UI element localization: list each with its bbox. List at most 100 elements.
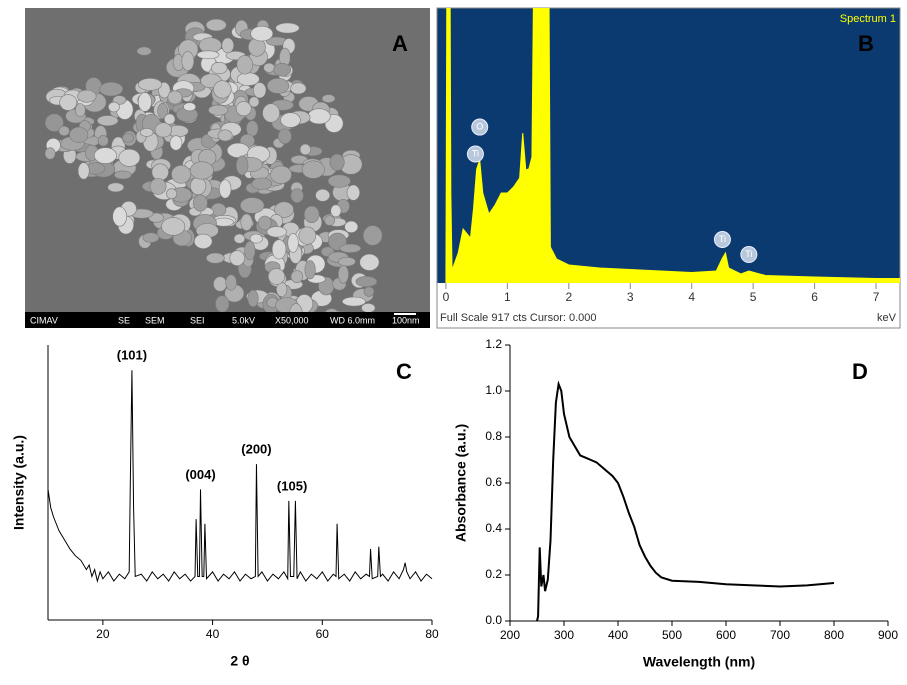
particle (236, 55, 254, 75)
particle (307, 108, 331, 125)
particle (196, 50, 220, 60)
particle (193, 233, 213, 249)
x-tick-label: 3 (627, 290, 634, 304)
info-text: WD 6.0mm (330, 315, 375, 325)
particle (99, 81, 124, 97)
info-text: SEI (190, 315, 205, 325)
peak-label: (004) (185, 467, 215, 482)
data-line (536, 380, 835, 622)
info-bar (25, 312, 430, 328)
peak-label: Ti (472, 148, 479, 158)
info-text: 5.0kV (232, 315, 255, 325)
x-axis-label: 2 θ (230, 653, 249, 669)
particle (290, 82, 307, 95)
peak-label: (105) (277, 478, 307, 493)
particle (280, 112, 301, 128)
particle (167, 90, 183, 105)
peak-label: (200) (241, 442, 271, 457)
peak-label: Ti (745, 249, 752, 259)
particle (249, 233, 263, 244)
y-tick-label: 0.6 (485, 475, 502, 489)
particle (271, 239, 287, 260)
particle (341, 296, 366, 307)
x-tick-label: 600 (716, 628, 736, 642)
sem-particles (44, 18, 383, 312)
x-tick-label: 6 (811, 290, 818, 304)
x-axis-label: keV (877, 312, 897, 324)
particle (355, 276, 378, 288)
particle (142, 232, 160, 243)
particle (136, 46, 152, 56)
panel-label: C (396, 359, 412, 384)
x-tick-label: 200 (500, 628, 520, 642)
x-tick-label: 60 (316, 627, 330, 641)
x-tick-label: 1 (504, 290, 511, 304)
particle (217, 129, 233, 142)
particle (112, 206, 127, 227)
particle (274, 201, 294, 218)
particle (74, 103, 86, 118)
panel-label: B (858, 31, 874, 56)
particle (205, 18, 227, 32)
y-axis-label: Intensity (a.u.) (11, 435, 27, 530)
info-text: X50,000 (275, 315, 309, 325)
particle (171, 164, 192, 184)
particle (246, 120, 259, 137)
particle (244, 240, 256, 261)
particle (149, 178, 167, 195)
particle (193, 194, 208, 212)
particle (208, 104, 229, 116)
x-tick-label: 800 (824, 628, 844, 642)
x-tick-label: 80 (425, 627, 439, 641)
x-tick-label: 0 (443, 290, 450, 304)
particle (190, 177, 207, 196)
particle (337, 256, 356, 267)
particle (258, 215, 272, 231)
particle (235, 155, 249, 176)
particle (218, 179, 232, 199)
y-axis-label: Absorbance (a.u.) (453, 424, 469, 542)
spectrum-area (445, 8, 900, 283)
particle (339, 243, 362, 253)
particle (205, 252, 225, 264)
particle (247, 289, 259, 308)
particle (215, 295, 230, 312)
peak-label: (101) (117, 348, 147, 363)
sem-panel: A (25, 8, 430, 328)
particle (189, 161, 214, 180)
peak-marker (466, 145, 484, 163)
info-text: CIMAV (30, 315, 58, 325)
particle (250, 25, 274, 42)
particle (262, 103, 280, 123)
x-tick-label: 2 (565, 290, 572, 304)
particle (277, 128, 292, 144)
panel-label: A (392, 31, 408, 56)
particle (270, 165, 292, 184)
y-tick-label: 0.0 (485, 613, 502, 627)
particle (299, 143, 311, 156)
x-axis-label: Wavelength (nm) (643, 654, 755, 670)
particle (163, 113, 176, 125)
particle (301, 160, 325, 179)
particle (183, 102, 197, 112)
particle (213, 80, 232, 99)
particle (44, 113, 64, 132)
particle (107, 182, 125, 193)
particle (213, 276, 228, 292)
particle (69, 126, 89, 143)
particle (324, 308, 339, 312)
spectrum-title: Spectrum 1 (840, 13, 896, 25)
particle (118, 148, 141, 167)
x-tick-label: 900 (878, 628, 898, 642)
y-tick-label: 1.0 (485, 383, 502, 397)
particle (113, 170, 132, 180)
particle (304, 260, 316, 280)
particle (137, 92, 152, 112)
particle (229, 250, 245, 266)
particle (330, 204, 342, 218)
x-tick-label: 500 (662, 628, 682, 642)
y-tick-label: 0.2 (485, 567, 502, 581)
particle (359, 253, 380, 271)
x-tick-label: 300 (554, 628, 574, 642)
peak-label: O (476, 121, 483, 131)
